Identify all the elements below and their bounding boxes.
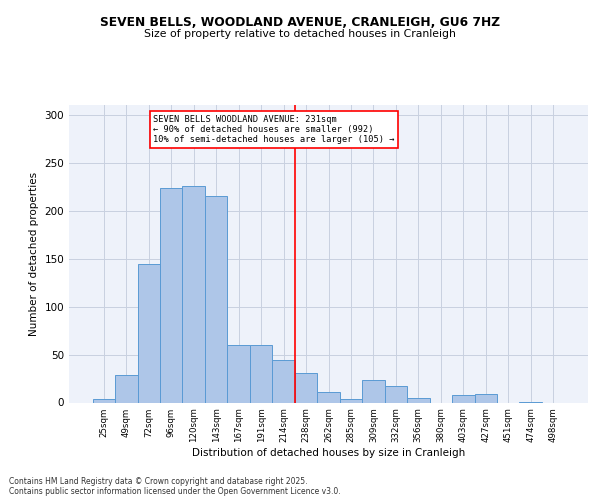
Bar [295,373,317,402]
Bar [115,374,137,402]
Bar [340,398,362,402]
Text: SEVEN BELLS, WOODLAND AVENUE, CRANLEIGH, GU6 7HZ: SEVEN BELLS, WOODLAND AVENUE, CRANLEIGH,… [100,16,500,29]
Bar [227,345,250,403]
Bar [182,186,205,402]
Bar [272,360,295,403]
Bar [160,188,182,402]
Bar [385,386,407,402]
Bar [475,394,497,402]
Bar [250,345,272,403]
Y-axis label: Number of detached properties: Number of detached properties [29,172,39,336]
Bar [205,196,227,402]
Bar [362,380,385,402]
Bar [92,398,115,402]
Text: Contains HM Land Registry data © Crown copyright and database right 2025.
Contai: Contains HM Land Registry data © Crown c… [9,476,341,496]
Bar [137,264,160,402]
Text: Size of property relative to detached houses in Cranleigh: Size of property relative to detached ho… [144,29,456,39]
Bar [452,395,475,402]
Bar [317,392,340,402]
Bar [407,398,430,402]
Text: SEVEN BELLS WOODLAND AVENUE: 231sqm
← 90% of detached houses are smaller (992)
1: SEVEN BELLS WOODLAND AVENUE: 231sqm ← 90… [153,114,395,144]
X-axis label: Distribution of detached houses by size in Cranleigh: Distribution of detached houses by size … [192,448,465,458]
